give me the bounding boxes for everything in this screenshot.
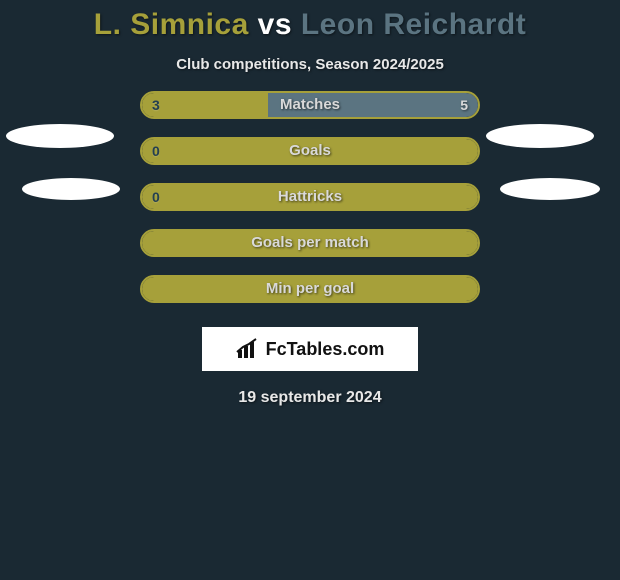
brand-logo-box: FcTables.com bbox=[202, 327, 418, 371]
avatar-placeholder bbox=[22, 178, 120, 200]
stat-row: Goals0 bbox=[140, 137, 480, 165]
stat-bar-right bbox=[268, 93, 478, 117]
player2-name: Leon Reichardt bbox=[301, 8, 526, 41]
stat-value-left: 0 bbox=[152, 137, 160, 165]
subtitle: Club competitions, Season 2024/2025 bbox=[0, 56, 620, 73]
stat-value-left: 3 bbox=[152, 91, 160, 119]
stat-row: Goals per match bbox=[140, 229, 480, 257]
stat-bar-left bbox=[142, 277, 478, 301]
stat-row: Hattricks0 bbox=[140, 183, 480, 211]
stat-value-right: 5 bbox=[460, 91, 468, 119]
snapshot-date: 19 september 2024 bbox=[0, 389, 620, 407]
vs-text: vs bbox=[258, 8, 292, 41]
stat-bar-left bbox=[142, 139, 478, 163]
stat-bar bbox=[140, 91, 480, 119]
stat-value-left: 0 bbox=[152, 183, 160, 211]
stat-bar-left bbox=[142, 93, 268, 117]
player1-name: L. Simnica bbox=[94, 8, 249, 41]
stat-row: Matches35 bbox=[140, 91, 480, 119]
avatar-placeholder bbox=[6, 124, 114, 148]
bar-chart-icon bbox=[236, 338, 262, 360]
avatar-placeholder bbox=[500, 178, 600, 200]
brand-text: FcTables.com bbox=[266, 339, 385, 360]
comparison-title: L. Simnica vs Leon Reichardt bbox=[0, 0, 620, 42]
stat-bar bbox=[140, 137, 480, 165]
avatar-placeholder bbox=[486, 124, 594, 148]
stat-bar bbox=[140, 183, 480, 211]
stat-row: Min per goal bbox=[140, 275, 480, 303]
stat-bar-left bbox=[142, 185, 478, 209]
stat-bar bbox=[140, 229, 480, 257]
brand-logo: FcTables.com bbox=[236, 338, 385, 360]
stat-bar bbox=[140, 275, 480, 303]
stat-bar-left bbox=[142, 231, 478, 255]
